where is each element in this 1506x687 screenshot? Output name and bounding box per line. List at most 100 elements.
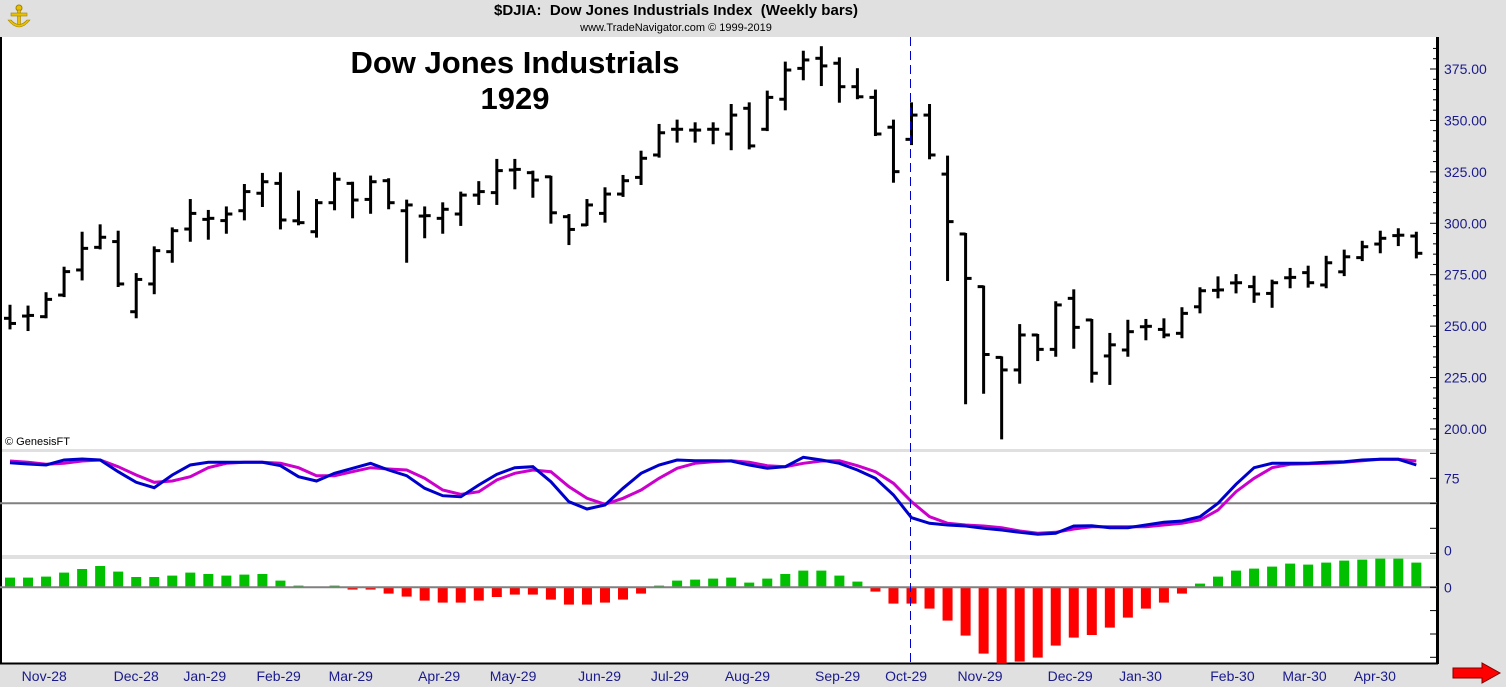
x-axis-month-label: Jul-29 [651, 668, 689, 684]
histogram-bar [365, 587, 376, 590]
histogram-bar [726, 577, 737, 588]
histogram-bar [1357, 559, 1368, 588]
price-bar [617, 174, 630, 197]
histogram-bar [149, 577, 160, 588]
histogram-bar [1194, 583, 1205, 588]
price-bar [1067, 289, 1080, 349]
histogram-bar [1122, 587, 1133, 618]
histogram-bar [203, 574, 214, 588]
price-bar [1085, 318, 1098, 383]
histogram-bar [1213, 576, 1224, 588]
histogram-bar [1393, 558, 1404, 588]
price-bar [184, 199, 197, 242]
price-bar [436, 202, 449, 234]
price-bar [887, 119, 900, 183]
price-bar [490, 158, 503, 205]
price-bar [1320, 255, 1333, 289]
price-bar [689, 122, 702, 143]
price-bar [1049, 301, 1062, 357]
x-axis-month-label: Apr-29 [418, 668, 460, 684]
price-bar [364, 175, 377, 214]
price-bar [274, 172, 287, 230]
price-bar [76, 231, 89, 281]
price-bar [4, 304, 16, 330]
x-axis-month-label: Jan-29 [183, 668, 226, 684]
histogram-bar [1321, 562, 1332, 588]
price-bar [40, 292, 53, 319]
histogram-bar [167, 575, 178, 588]
price-bar [1230, 274, 1243, 294]
price-bar [743, 102, 756, 150]
price-axis-label: 350.00 [1444, 112, 1487, 128]
price-bar [725, 103, 738, 151]
price-axis-label: 375.00 [1444, 61, 1487, 77]
histogram-bar [95, 566, 106, 588]
histogram-bar [221, 575, 232, 588]
histogram-bar [59, 572, 70, 588]
price-bar [761, 90, 774, 132]
histogram-bar [1303, 564, 1314, 588]
histogram-axis-label: 0 [1444, 579, 1452, 595]
price-bar [328, 172, 341, 211]
price-bar [544, 175, 557, 224]
price-bar [869, 89, 882, 137]
price-axis-label: 300.00 [1444, 215, 1487, 231]
histogram-bar [798, 570, 809, 588]
price-bar [382, 178, 395, 210]
histogram-bar [581, 587, 592, 605]
histogram-bar [1176, 587, 1187, 594]
histogram-bar [1140, 587, 1151, 609]
histogram-bar [239, 574, 250, 588]
histogram-bar [888, 587, 899, 604]
price-bar [418, 206, 431, 239]
price-bar [1410, 231, 1423, 259]
price-bar [1266, 279, 1279, 308]
histogram-bar [1285, 563, 1296, 588]
histogram-bar [491, 587, 502, 597]
price-bar [112, 230, 125, 288]
histogram-bar [401, 587, 412, 597]
histogram-bar [1375, 558, 1386, 588]
price-bar [833, 57, 846, 103]
x-axis-month-label: Nov-28 [22, 668, 67, 684]
histogram-bar [906, 587, 917, 604]
histogram-bar [1014, 587, 1025, 662]
histogram-bar [473, 587, 484, 601]
price-bar [202, 209, 215, 240]
price-bar [1031, 333, 1044, 362]
scroll-right-arrow-icon[interactable] [1452, 662, 1502, 684]
histogram-bar [41, 576, 52, 588]
histogram-bar [744, 582, 755, 588]
price-bar [959, 232, 972, 405]
price-bar [1392, 228, 1405, 247]
histogram-bar [618, 587, 629, 600]
price-bar [166, 227, 179, 263]
histogram-bar [780, 574, 791, 588]
stochastic-axis-label: 75 [1444, 470, 1460, 486]
histogram-bar [527, 587, 538, 595]
histogram-bar [636, 587, 647, 594]
histogram-bar [1411, 562, 1422, 588]
price-bar [292, 190, 305, 226]
price-bar [472, 181, 485, 205]
x-axis-month-label: Sep-29 [815, 668, 860, 684]
histogram-bar [690, 579, 701, 588]
price-bar [598, 187, 611, 223]
histogram-bar [996, 587, 1007, 664]
x-axis-month-label: Jun-29 [578, 668, 621, 684]
histogram-bar [852, 581, 863, 588]
x-axis-month-label: May-29 [490, 668, 537, 684]
price-bar [148, 246, 161, 295]
chart-title: $DJIA: Dow Jones Industrials Index (Week… [494, 2, 858, 19]
price-bar [1284, 267, 1297, 289]
price-bar [995, 355, 1008, 440]
price-bar [1139, 318, 1152, 341]
histogram-bar [545, 587, 556, 600]
histogram-bar [834, 575, 845, 588]
annotation-title: Dow Jones Industrials [350, 45, 680, 80]
histogram-bar [1104, 587, 1115, 628]
price-bar [815, 46, 828, 87]
histogram-bar [942, 587, 953, 621]
annotation-year: 1929 [480, 81, 550, 116]
x-axis-month-label: Oct-29 [885, 668, 927, 684]
